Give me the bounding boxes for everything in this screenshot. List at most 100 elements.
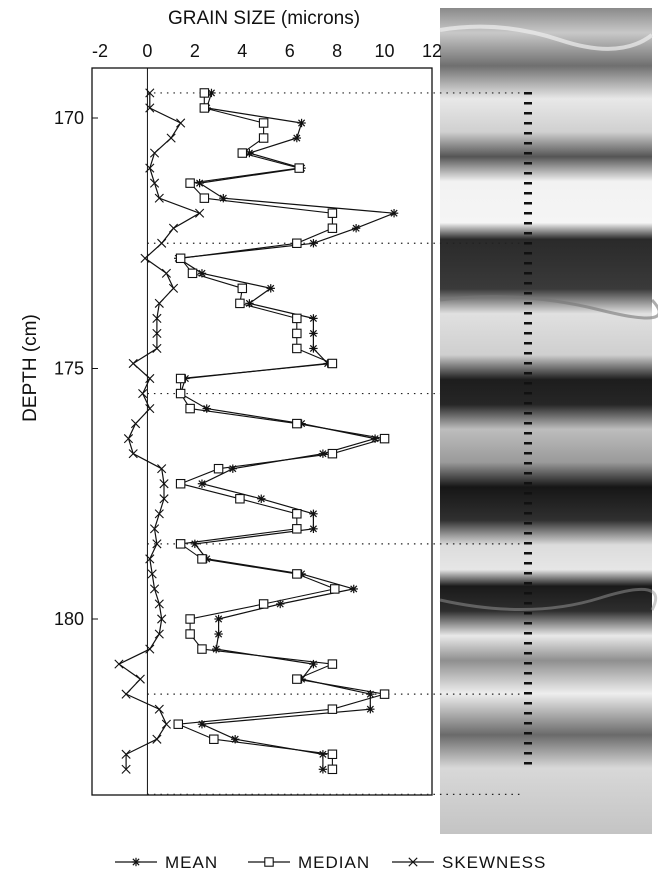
point-skewness xyxy=(138,388,148,399)
point-skewness xyxy=(176,118,186,128)
point-median xyxy=(185,403,195,414)
point-median xyxy=(187,268,198,279)
point-mean xyxy=(351,224,361,233)
point-skewness xyxy=(152,328,162,339)
y-axis-title: DEPTH (cm) xyxy=(20,314,41,422)
x-tick-label: 10 xyxy=(375,41,395,61)
legend-marker xyxy=(264,857,274,867)
point-median xyxy=(199,88,210,98)
point-mean xyxy=(214,614,223,624)
point-median xyxy=(294,163,304,173)
point-skewness xyxy=(161,719,171,729)
x-tick-label: 0 xyxy=(142,41,152,61)
point-median xyxy=(175,388,186,399)
point-mean xyxy=(276,599,285,609)
legend-item-mean: MEAN xyxy=(115,853,217,872)
x-tick-label: 4 xyxy=(237,41,247,61)
point-skewness xyxy=(157,614,167,624)
point-median xyxy=(327,448,338,459)
point-median xyxy=(327,704,338,714)
series-layer xyxy=(114,88,399,775)
point-skewness xyxy=(145,103,155,113)
y-tick-label: 175 xyxy=(54,359,84,379)
x-tick-label: 12 xyxy=(422,41,442,61)
legend-label: MEDIAN xyxy=(298,853,370,872)
point-skewness xyxy=(152,343,162,354)
point-median xyxy=(175,373,186,384)
series-skewness xyxy=(114,88,205,774)
point-skewness xyxy=(154,509,164,519)
point-median xyxy=(327,208,338,218)
point-mean xyxy=(349,584,358,594)
point-mean xyxy=(318,750,328,759)
point-median xyxy=(185,178,195,188)
point-mean xyxy=(366,704,375,714)
point-skewness xyxy=(128,358,138,369)
point-median xyxy=(292,524,302,534)
point-median xyxy=(185,629,195,639)
point-skewness xyxy=(145,373,155,384)
point-median xyxy=(235,494,245,504)
y-axis-ticks: 170 175 180 xyxy=(54,108,98,629)
point-mean xyxy=(389,208,399,218)
point-skewness xyxy=(149,524,160,534)
point-median xyxy=(197,554,207,564)
point-mean xyxy=(309,524,318,534)
point-mean xyxy=(309,314,318,323)
x-axis-title: GRAIN SIZE (microns) xyxy=(168,8,360,29)
point-mean xyxy=(195,178,204,188)
point-median xyxy=(197,644,207,654)
point-mean xyxy=(309,344,318,353)
point-median xyxy=(292,328,302,339)
point-median xyxy=(327,223,338,233)
point-mean xyxy=(309,239,318,248)
y-tick-label: 170 xyxy=(54,108,84,128)
point-median xyxy=(327,764,338,775)
series-median xyxy=(173,88,390,775)
point-skewness xyxy=(140,253,150,263)
point-skewness xyxy=(149,178,160,188)
point-median xyxy=(327,659,338,669)
point-skewness xyxy=(154,193,164,203)
point-median xyxy=(235,298,245,309)
point-mean xyxy=(309,329,318,338)
series-line-median xyxy=(178,93,385,770)
point-median xyxy=(258,133,269,143)
point-mean xyxy=(228,464,237,473)
point-skewness xyxy=(154,704,164,714)
point-mean xyxy=(318,765,328,774)
core-photograph xyxy=(439,8,658,834)
point-median xyxy=(292,418,302,429)
point-skewness xyxy=(128,449,138,459)
point-mean xyxy=(266,284,275,293)
point-skewness xyxy=(154,599,164,609)
point-skewness xyxy=(135,674,145,684)
point-mean xyxy=(214,629,223,639)
point-median xyxy=(379,433,390,444)
point-median xyxy=(199,193,210,203)
point-median xyxy=(173,719,184,729)
point-skewness xyxy=(121,749,131,759)
point-skewness xyxy=(130,419,141,429)
x-tick-label: 6 xyxy=(285,41,295,61)
point-skewness xyxy=(152,539,162,549)
point-median xyxy=(379,689,390,699)
point-skewness xyxy=(168,283,179,293)
point-median xyxy=(258,599,269,609)
point-skewness xyxy=(159,479,169,489)
point-mean xyxy=(309,509,318,518)
point-mean xyxy=(318,449,328,458)
legend: MEAN MEDIAN SKEWNESS xyxy=(115,853,545,872)
point-skewness xyxy=(121,689,131,699)
point-skewness xyxy=(147,569,157,579)
point-skewness xyxy=(114,659,124,669)
point-median xyxy=(292,569,302,579)
point-mean xyxy=(292,133,302,143)
point-skewness xyxy=(145,644,155,654)
series-line-skewness xyxy=(117,93,202,770)
point-skewness xyxy=(161,268,171,278)
point-median xyxy=(292,238,302,249)
legend-item-skewness: SKEWNESS xyxy=(392,853,545,872)
legend-marker xyxy=(131,857,141,867)
